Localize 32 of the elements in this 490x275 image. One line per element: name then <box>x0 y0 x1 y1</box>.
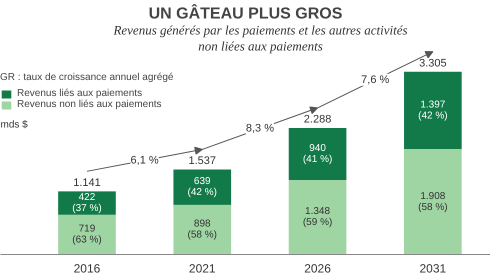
data-label: 898 (58 %) <box>188 218 217 241</box>
x-tick-label: 2021 <box>188 262 216 275</box>
legend-label: Revenus non liés aux paiements <box>17 99 162 110</box>
legend-label: Revenus liés aux paiements <box>17 88 142 99</box>
bar <box>404 149 462 254</box>
annotation: 8,3 % <box>246 122 274 135</box>
total-label: 1.141 <box>73 176 101 189</box>
data-label: 1.908 (58 %) <box>418 190 448 213</box>
data-label: 1.348 (59 %) <box>302 206 332 228</box>
legend-title: GR : taux de croissance annuel agrégé <box>0 72 174 83</box>
data-label: 639 (42 %) <box>188 176 217 198</box>
x-tick-label: 2016 <box>74 262 101 275</box>
bar <box>404 72 462 150</box>
total-label: 2.288 <box>304 114 332 126</box>
x-tick-label: 2026 <box>304 262 332 275</box>
y-axis-title: mds $ <box>0 120 28 130</box>
chart-title: UN GÂTEAU PLUS GROS <box>148 4 343 22</box>
annotation: 7,6 % <box>361 74 390 86</box>
data-label: 422 (37 %) <box>72 192 102 214</box>
bar <box>288 180 346 254</box>
x-tick-label: 2031 <box>420 262 447 275</box>
bar <box>288 128 346 180</box>
data-label: 1.397 (42 %) <box>418 99 448 122</box>
total-label: 3.305 <box>419 57 447 70</box>
chart-subtitle: Revenus générés par les paiements et les autres activités non liées aux paiements <box>112 22 408 54</box>
total-label: 1.537 <box>188 155 216 168</box>
bar <box>173 204 232 254</box>
data-label: 940 (41 %) <box>302 142 332 165</box>
bar <box>173 170 232 205</box>
bar <box>58 214 116 254</box>
data-label: 719 (63 %) <box>72 224 102 246</box>
annotation: 6,1 % <box>130 154 159 166</box>
